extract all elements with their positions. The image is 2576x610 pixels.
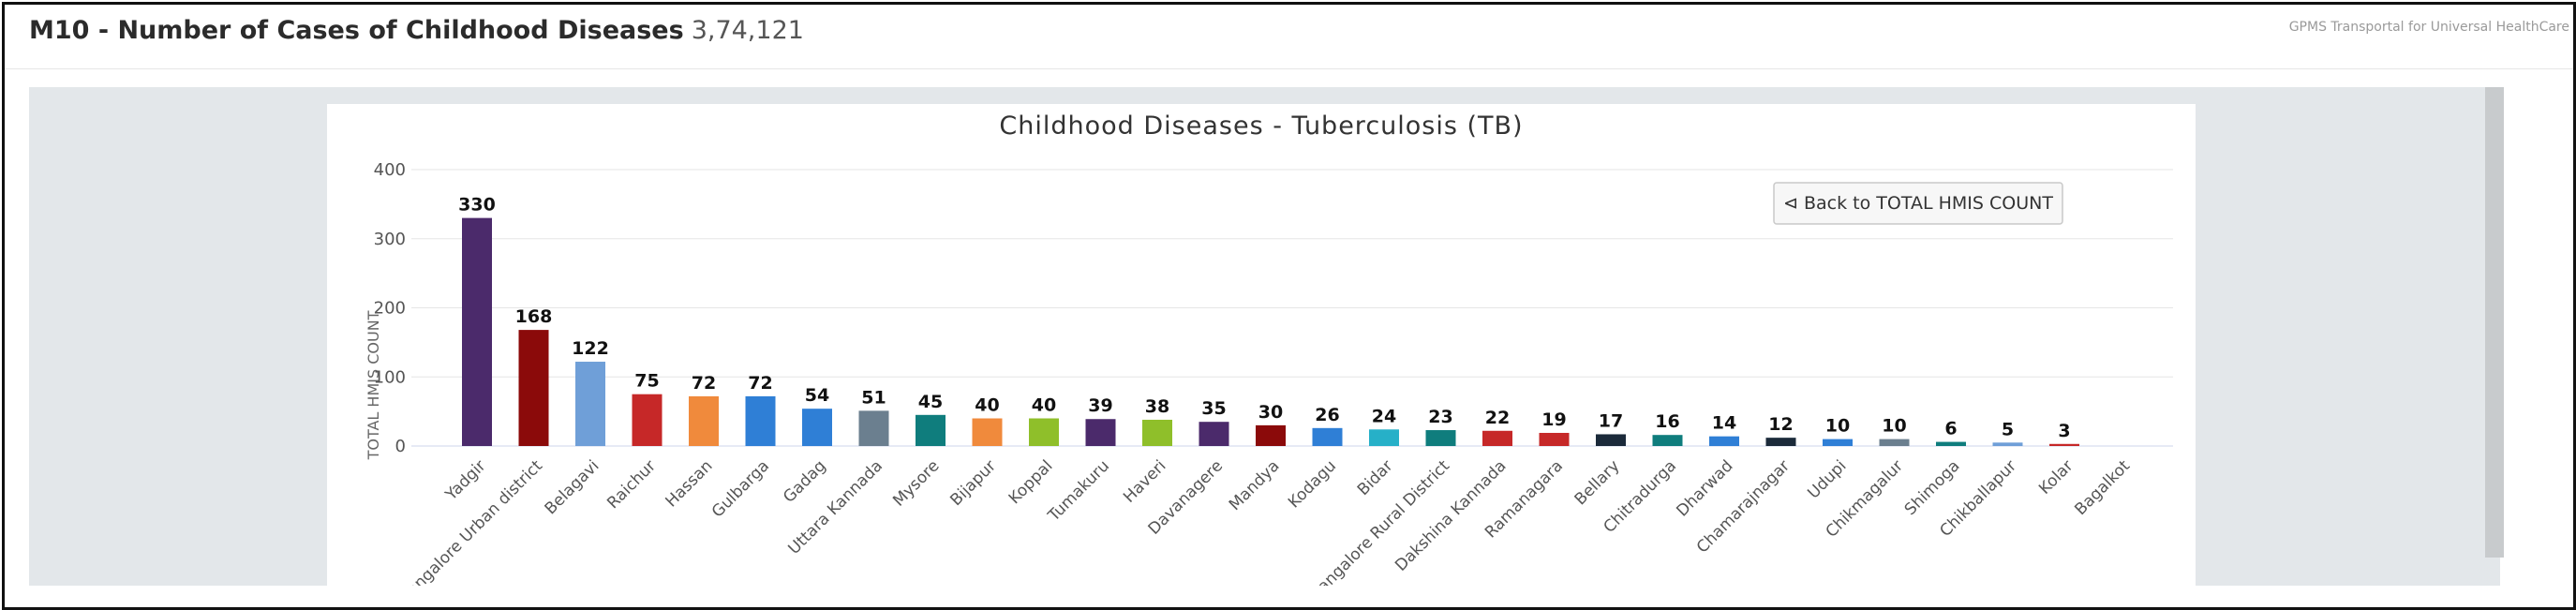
- data-label: 122: [572, 338, 609, 359]
- data-label: 17: [1599, 410, 1623, 431]
- x-tick-label: Gulbarga: [708, 456, 773, 521]
- x-tick-label: Hassan: [662, 456, 716, 511]
- x-tick-label: Haveri: [1120, 456, 1169, 506]
- data-label: 19: [1541, 409, 1566, 430]
- bar-mandya[interactable]: [1256, 424, 1286, 446]
- x-tick-label: Raichur: [603, 456, 660, 513]
- bar-gadag[interactable]: [802, 409, 832, 446]
- data-label: 30: [1258, 402, 1283, 423]
- data-label: 38: [1145, 396, 1169, 417]
- data-label: 45: [918, 392, 943, 412]
- data-label: 75: [634, 371, 659, 392]
- bar-gulbarga[interactable]: [745, 395, 776, 446]
- x-tick-label: Kolar: [2035, 456, 2077, 498]
- data-label: 54: [805, 385, 829, 406]
- y-axis-label: TOTAL HMIS COUNT: [365, 310, 382, 460]
- data-label: 3: [2058, 421, 2070, 441]
- bar-chamarajnagar[interactable]: [1765, 438, 1796, 446]
- data-label: 26: [1315, 405, 1339, 425]
- x-tick-label: Kodagu: [1285, 456, 1340, 512]
- y-tick-label: 100: [374, 367, 406, 387]
- bar-tumakuru[interactable]: [1085, 419, 1116, 446]
- bar-raichur[interactable]: [632, 394, 663, 446]
- x-tick-label: Tumakuru: [1044, 456, 1113, 526]
- data-label: 14: [1712, 413, 1736, 434]
- x-tick-label: Koppal: [1005, 456, 1057, 508]
- data-label: 24: [1372, 406, 1396, 426]
- brand-text: GPMS Transportal for Universal HealthCar…: [2288, 20, 2569, 35]
- bar-uttara-kannada[interactable]: [858, 410, 889, 446]
- page-title-text: M10 - Number of Cases of Childhood Disea…: [29, 16, 684, 45]
- x-tick-label: Bagalkot: [2071, 456, 2134, 519]
- bar-kodagu[interactable]: [1312, 427, 1343, 446]
- data-label: 51: [861, 387, 886, 408]
- bar-chitradurga[interactable]: [1652, 435, 1683, 446]
- bar-ramanagara[interactable]: [1539, 432, 1570, 446]
- bar-davanagere[interactable]: [1199, 422, 1229, 446]
- data-label: 40: [975, 395, 999, 416]
- bar-chart: Childhood Diseases - Tuberculosis (TB) T…: [365, 112, 2173, 607]
- bar-haveri[interactable]: [1142, 419, 1172, 446]
- bar-bellary[interactable]: [1596, 434, 1626, 446]
- page-header: M10 - Number of Cases of Childhood Disea…: [5, 5, 2573, 69]
- data-label: 6: [1944, 419, 1957, 439]
- data-label: 330: [458, 195, 496, 216]
- data-label: 10: [1882, 416, 1906, 437]
- total-count: 3,74,121: [691, 16, 804, 45]
- x-tick-label: Bellary: [1571, 456, 1624, 509]
- data-label: 168: [515, 306, 553, 327]
- chart-card: Childhood Diseases - Tuberculosis (TB) T…: [327, 104, 2196, 607]
- x-tick-label: Bidar: [1354, 456, 1397, 499]
- bar-koppal[interactable]: [1029, 418, 1059, 447]
- y-tick-label: 0: [395, 437, 406, 456]
- y-tick-label: 400: [374, 160, 406, 180]
- bar-udupi[interactable]: [1823, 439, 1853, 446]
- x-tick-label: Bijapur: [946, 456, 1000, 510]
- bar-bangalore-rural-district[interactable]: [1425, 430, 1456, 446]
- page-title: M10 - Number of Cases of Childhood Disea…: [29, 16, 804, 45]
- data-label: 72: [748, 373, 772, 394]
- data-label: 39: [1088, 395, 1112, 416]
- data-label: 10: [1825, 416, 1850, 437]
- data-label: 22: [1485, 408, 1510, 428]
- back-button-label[interactable]: ⊲ Back to TOTAL HMIS COUNT: [1783, 193, 2053, 214]
- y-tick-label: 200: [374, 299, 406, 319]
- y-tick-label: 300: [374, 230, 406, 249]
- bar-chikmagalur[interactable]: [1879, 439, 1910, 446]
- x-tick-label: Gadag: [780, 456, 829, 506]
- back-to-total-button[interactable]: ⊲ Back to TOTAL HMIS COUNT: [1773, 182, 2063, 225]
- bar-belagavi[interactable]: [575, 362, 605, 446]
- x-tick-label: Dakshina Kannada: [1392, 456, 1510, 574]
- bar-shimoga[interactable]: [1936, 441, 1966, 446]
- bar-bijapur[interactable]: [972, 418, 1003, 447]
- bar-dakshina-kannada[interactable]: [1482, 430, 1512, 446]
- data-label: 40: [1032, 395, 1056, 416]
- bar-dharwad[interactable]: [1709, 436, 1739, 446]
- bar-yadgir[interactable]: [462, 217, 492, 446]
- bar-bidar[interactable]: [1369, 429, 1399, 446]
- back-button-bg[interactable]: [1773, 182, 2063, 225]
- data-label: 72: [692, 373, 716, 394]
- x-tick-label: Mandya: [1226, 456, 1284, 514]
- bar-mysore[interactable]: [916, 414, 946, 446]
- data-label: 5: [2002, 419, 2014, 439]
- bar-kolar[interactable]: [2049, 443, 2079, 446]
- bar-bangalore-urban-district[interactable]: [518, 330, 549, 446]
- vertical-scrollbar[interactable]: [2485, 87, 2504, 558]
- data-label: 35: [1201, 398, 1226, 419]
- data-label: 12: [1768, 414, 1793, 435]
- data-label: 23: [1428, 407, 1452, 427]
- data-label: 16: [1655, 411, 1679, 432]
- x-tick-label: Udupi: [1804, 456, 1850, 502]
- bar-chikballapur[interactable]: [1992, 442, 2023, 446]
- x-tick-label: Belagavi: [542, 456, 603, 518]
- bar-hassan[interactable]: [689, 395, 719, 446]
- chart-title: Childhood Diseases - Tuberculosis (TB): [999, 112, 1523, 141]
- x-tick-label: Yadgir: [441, 456, 489, 504]
- x-tick-label: Mysore: [889, 456, 943, 510]
